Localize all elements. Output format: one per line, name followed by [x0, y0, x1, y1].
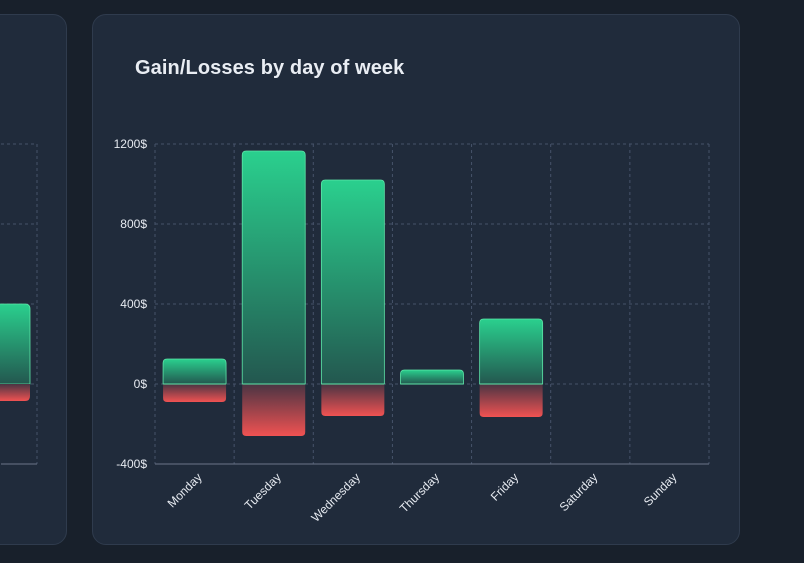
y-tick-label: 400$	[120, 297, 147, 311]
x-tick-label: Monday	[165, 470, 205, 510]
gain-bar-monday	[162, 358, 227, 385]
x-tick-label: Friday	[488, 470, 521, 503]
loss-bar-wednesday	[321, 384, 385, 416]
left-x-tick-fragment: er	[0, 482, 3, 499]
left-bar-gain	[0, 303, 31, 385]
gain-bar-friday	[479, 318, 544, 385]
y-tick-label: 1200$	[114, 137, 148, 151]
left-chart-card: er	[0, 14, 67, 545]
gain-bar-thursday	[400, 369, 464, 385]
x-tick-label: Thursday	[397, 470, 442, 515]
chart-title: Gain/Losses by day of week	[135, 57, 405, 79]
loss-bar-tuesday	[242, 384, 306, 436]
left-bar-loss	[0, 384, 30, 401]
x-tick-label: Wednesday	[308, 470, 363, 525]
loss-bar-friday	[479, 384, 543, 417]
bar-chart: -400$ 0$ 400$ 800$ 1200$ Monday Tuesday Wednesd…	[114, 137, 710, 525]
left-chart-svg: er	[0, 143, 38, 500]
y-tick-label: 800$	[120, 217, 147, 231]
y-tick-label: 0$	[134, 377, 148, 391]
main-chart-card: Gain/Losses by day of week -400$ 0$ 400$ 80…	[92, 14, 740, 545]
x-tick-label: Sunday	[641, 470, 680, 509]
gain-bar-tuesday	[241, 150, 306, 385]
x-tick-label: Tuesday	[242, 470, 284, 512]
loss-bar-monday	[163, 384, 227, 402]
x-tick-label: Saturday	[557, 470, 601, 514]
gain-bar-wednesday	[320, 179, 385, 385]
y-tick-label: -400$	[116, 457, 147, 471]
